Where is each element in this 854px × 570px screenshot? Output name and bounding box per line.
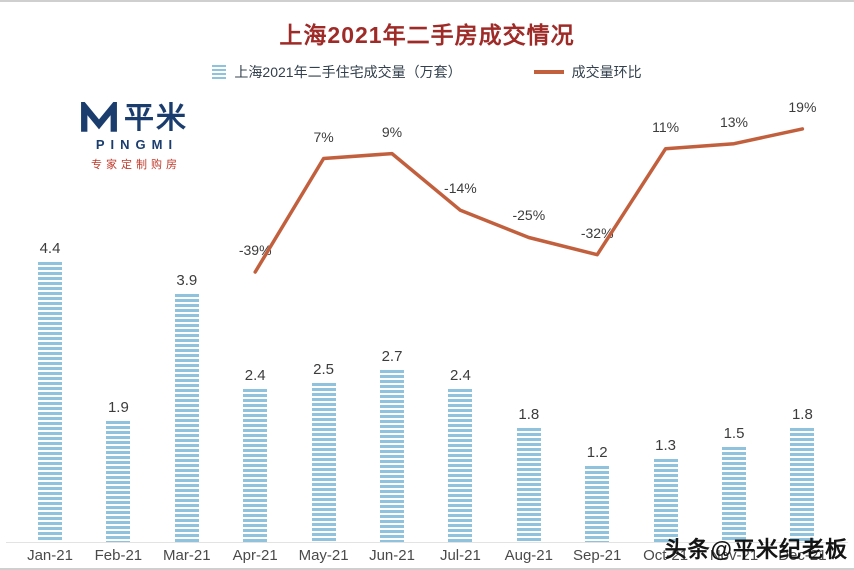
- line-series-label: 成交量环比: [571, 64, 642, 80]
- pct-label-Aug-21: -25%: [512, 207, 546, 224]
- bar-value-Jun-21: 2.7: [381, 348, 403, 365]
- x-label-Nov-21: Nov-21: [709, 547, 759, 564]
- bar-Jan-21: [38, 262, 62, 542]
- bar-value-Oct-21: 1.3: [655, 437, 677, 454]
- pct-label-Apr-21: -39%: [238, 241, 272, 258]
- x-label-Jul-21: Jul-21: [439, 547, 481, 564]
- bar-value-Jan-21: 4.4: [39, 240, 61, 257]
- logo-latin: PINGMI: [95, 137, 179, 152]
- pct-label-Dec-21: 19%: [788, 98, 817, 115]
- legend-item-bars: 上海2021年二手住宅成交量（万套）: [212, 62, 462, 82]
- pct-label-Oct-21: 11%: [652, 118, 680, 135]
- legend: 上海2021年二手住宅成交量（万套） 成交量环比: [0, 62, 854, 82]
- bar-value-Sep-21: 1.2: [586, 444, 608, 461]
- x-label-Sep-21: Sep-21: [573, 547, 622, 564]
- bar-value-Feb-21: 1.9: [107, 399, 129, 416]
- bar-Mar-21: [174, 294, 199, 542]
- bar-value-Jul-21: 2.4: [449, 367, 471, 384]
- x-label-Oct-21: Oct-21: [643, 547, 689, 564]
- bar-Dec-21: [790, 428, 815, 542]
- bar-series-swatch-icon: [212, 65, 227, 79]
- bar-Aug-21: [516, 428, 541, 542]
- bar-value-Aug-21: 1.8: [518, 406, 540, 423]
- bar-value-May-21: 2.5: [313, 361, 335, 378]
- bar-Feb-21: [106, 421, 131, 542]
- x-label-Apr-21: Apr-21: [232, 547, 278, 564]
- x-label-Feb-21: Feb-21: [94, 547, 143, 564]
- legend-item-line: 成交量环比: [533, 62, 642, 82]
- logo-top-row: 平米: [56, 102, 212, 134]
- x-label-Mar-21: Mar-21: [163, 547, 211, 564]
- logo-tagline: 专家定制购房: [91, 159, 181, 171]
- x-axis-line: [6, 542, 848, 543]
- pct-label-Jun-21: 9%: [381, 123, 403, 140]
- bar-May-21: [311, 383, 336, 542]
- bar-Sep-21: [585, 466, 610, 542]
- line-series-swatch-icon: [533, 70, 564, 74]
- bar-value-Nov-21: 1.5: [723, 425, 745, 442]
- pct-label-May-21: 7%: [313, 128, 334, 145]
- bar-series-label: 上海2021年二手住宅成交量（万套）: [234, 64, 462, 80]
- logo-name: 平米: [124, 102, 188, 135]
- pct-label-Jul-21: -14%: [444, 180, 477, 197]
- bar-value-Mar-21: 3.9: [176, 272, 198, 289]
- pct-label-Nov-21: 13%: [719, 113, 749, 130]
- logo-m-icon: [81, 102, 117, 132]
- bar-Apr-21: [243, 389, 268, 542]
- bar-value-Dec-21: 1.8: [791, 406, 813, 423]
- bar-value-Apr-21: 2.4: [244, 367, 266, 384]
- bar-Jul-21: [448, 389, 473, 542]
- chart-title: 上海2021年二手房成交情况: [279, 22, 575, 48]
- pct-label-Sep-21: -32%: [580, 224, 614, 241]
- x-label-Jun-21: Jun-21: [369, 547, 415, 564]
- bar-Nov-21: [722, 447, 746, 542]
- watermark: 头条@平米纪老板: [664, 537, 848, 562]
- bar-Oct-21: [653, 459, 678, 542]
- pingmi-logo: 平米 PINGMI 专家定制购房: [56, 102, 212, 172]
- x-label-Jan-21: Jan-21: [27, 547, 73, 564]
- x-label-Aug-21: Aug-21: [504, 547, 553, 564]
- x-label-Dec-21: Dec-21: [778, 547, 827, 564]
- bar-Jun-21: [380, 370, 404, 542]
- x-label-May-21: May-21: [298, 547, 349, 564]
